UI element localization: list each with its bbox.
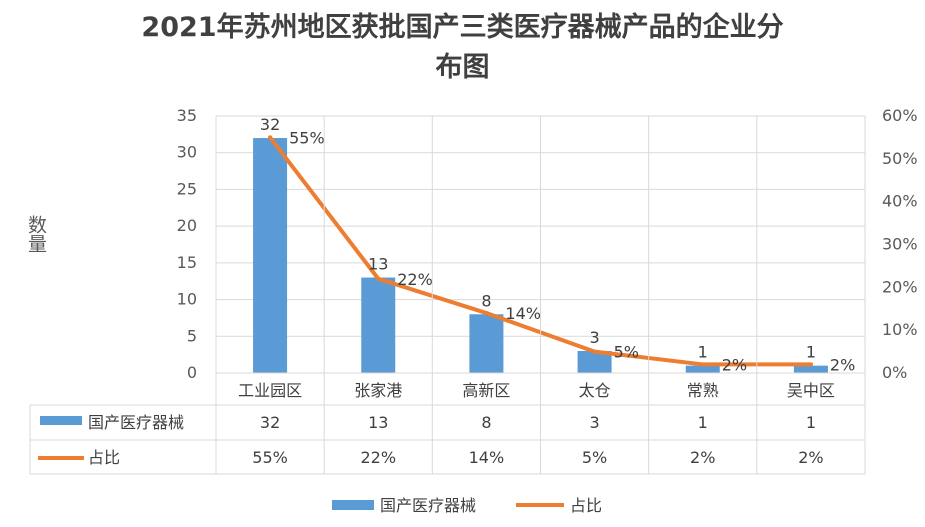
bar <box>577 350 612 373</box>
bar-data-label: 8 <box>481 291 491 310</box>
x-tick-label: 常熟 <box>687 381 719 400</box>
line-data-label: 55% <box>289 128 325 147</box>
line-point <box>808 362 813 367</box>
y-axis-label: 数量 <box>25 215 47 253</box>
line-point <box>484 311 489 316</box>
line-point <box>268 135 273 140</box>
table-cell: 8 <box>481 413 491 432</box>
bar <box>793 365 828 373</box>
x-tick-label: 太仓 <box>579 381 611 400</box>
y2-tick-label: 60% <box>882 106 918 125</box>
y-tick-label: 30 <box>177 143 197 162</box>
y-tick-label: 5 <box>187 326 197 345</box>
legend-bar-key <box>332 500 374 510</box>
y2-tick-label: 0% <box>882 363 907 382</box>
y2-tick-label: 10% <box>882 320 918 339</box>
bar <box>253 138 288 373</box>
x-tick-label: 高新区 <box>462 381 510 400</box>
y2-tick-label: 20% <box>882 277 918 296</box>
table-legend-bar-key <box>40 416 82 425</box>
table-cell: 3 <box>589 413 599 432</box>
bar-data-label: 32 <box>260 115 280 134</box>
bar <box>469 314 504 373</box>
chart-title-line-1: 2021年苏州地区获批国产三类医疗器械产品的企业分 <box>141 12 784 43</box>
table-cell: 2% <box>798 448 823 467</box>
chart-title-line-2: 布图 <box>435 52 490 83</box>
table-cell: 13 <box>368 413 388 432</box>
x-tick-label: 工业园区 <box>238 381 302 400</box>
bar-data-label: 1 <box>806 343 816 362</box>
x-tick-label: 张家港 <box>354 381 402 400</box>
table-cell: 5% <box>582 448 607 467</box>
x-tick-label: 吴中区 <box>787 381 835 400</box>
bar <box>685 365 720 373</box>
y-tick-label: 20 <box>177 216 197 235</box>
bar-data-label: 1 <box>698 343 708 362</box>
line-point <box>700 362 705 367</box>
chart-title: 2021年苏州地区获批国产三类医疗器械产品的企业分 布图 <box>70 8 855 88</box>
y2-tick-label: 30% <box>882 235 918 254</box>
line-data-label: 5% <box>614 343 639 362</box>
legend-label: 占比 <box>570 496 602 515</box>
y-tick-label: 25 <box>177 179 197 198</box>
y-tick-label: 15 <box>177 253 197 272</box>
line-data-label: 2% <box>830 355 855 374</box>
y-tick-label: 0 <box>187 363 197 382</box>
table-cell: 1 <box>806 413 816 432</box>
y2-tick-label: 50% <box>882 149 918 168</box>
bar-data-label: 13 <box>368 255 388 274</box>
line-data-label: 2% <box>722 355 747 374</box>
line-data-label: 14% <box>505 304 541 323</box>
legend-label: 国产医疗器械 <box>380 496 476 515</box>
table-cell: 55% <box>252 448 288 467</box>
table-cell: 22% <box>360 448 396 467</box>
line-point <box>376 276 381 281</box>
line-point <box>592 349 597 354</box>
bar-data-label: 3 <box>589 328 599 347</box>
line-data-label: 22% <box>397 270 433 289</box>
table-cell: 1 <box>698 413 708 432</box>
table-cell: 14% <box>469 448 505 467</box>
y-tick-label: 35 <box>177 106 197 125</box>
y2-tick-label: 40% <box>882 192 918 211</box>
y-tick-label: 10 <box>177 290 197 309</box>
table-row-label: 国产医疗器械 <box>88 413 184 432</box>
table-cell: 2% <box>690 448 715 467</box>
table-row-label: 占比 <box>88 448 120 467</box>
table-cell: 32 <box>260 413 280 432</box>
bar <box>361 277 396 373</box>
